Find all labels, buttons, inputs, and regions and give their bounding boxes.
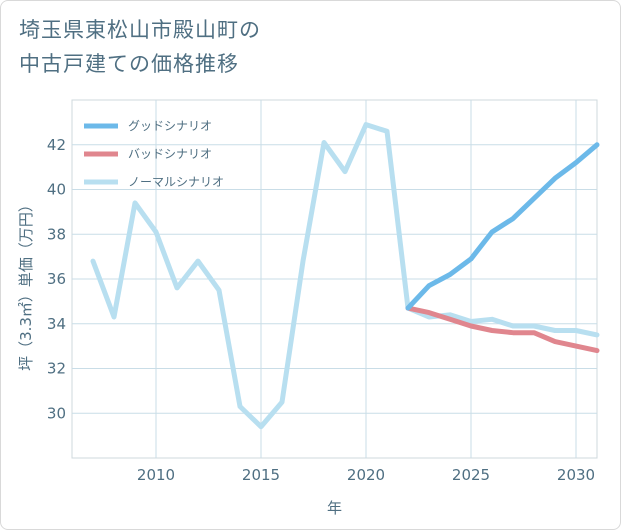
series-line-2 [90, 122, 600, 430]
series-line-0 [405, 142, 600, 311]
gridlines [72, 100, 597, 458]
y-tick-label: 34 [47, 315, 66, 333]
x-tick-label: 2020 [347, 466, 385, 484]
x-tick-label: 2015 [242, 466, 280, 484]
y-tick-label: 36 [47, 270, 66, 288]
legend-label: グッドシナリオ [128, 119, 212, 133]
x-axis-ticks: 2010 2015 2020 2025 2030 [137, 466, 595, 484]
chart-title-line-1: 埼玉県東松山市殿山町の [19, 18, 261, 42]
x-tick-label: 2025 [452, 466, 490, 484]
y-tick-label: 38 [47, 225, 66, 243]
legend-label: バッドシナリオ [128, 147, 212, 161]
chart-title: 埼玉県東松山市殿山町の 中古戸建ての価格推移 [19, 13, 439, 81]
chart-title-line-2: 中古戸建ての価格推移 [19, 52, 239, 76]
y-axis-label: 坪（3.3㎡）単価（万円） [17, 197, 35, 371]
series-lines [90, 122, 600, 430]
y-tick-label: 40 [47, 181, 66, 199]
y-tick-label: 32 [47, 360, 66, 378]
series-line-1 [405, 305, 600, 354]
legend-label: ノーマルシナリオ [128, 175, 224, 189]
y-tick-label: 42 [47, 136, 66, 154]
x-axis-label: 年 [327, 499, 342, 517]
x-tick-label: 2030 [557, 466, 595, 484]
y-tick-label: 30 [47, 404, 66, 422]
x-tick-label: 2010 [137, 466, 175, 484]
y-axis-ticks: 30 32 34 36 38 40 42 [47, 136, 66, 423]
